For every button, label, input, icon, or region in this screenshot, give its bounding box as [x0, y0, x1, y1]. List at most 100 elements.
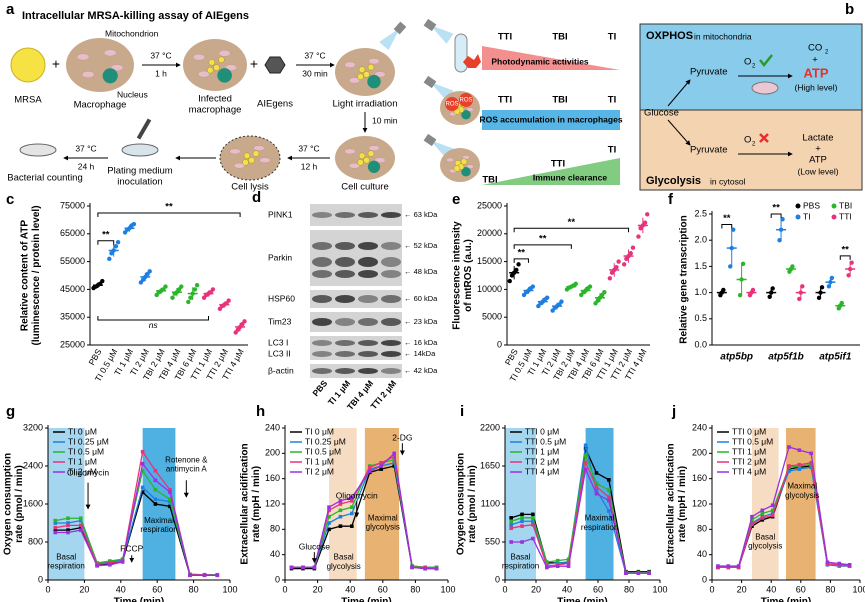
- y-tick-label: 3200: [23, 422, 43, 432]
- panel-label: c: [6, 191, 14, 208]
- y-tick-label: 2.5: [694, 208, 707, 218]
- data-point: [787, 445, 791, 449]
- label: 1 h: [155, 68, 167, 78]
- y-tick-label: 160: [265, 473, 280, 483]
- label: PBS: [310, 378, 329, 398]
- data-point: [621, 262, 627, 267]
- data-point: [607, 498, 611, 503]
- label: Macrophage: [74, 100, 127, 111]
- data-point: [367, 467, 372, 471]
- mitochondrion: [374, 157, 386, 164]
- arrow: [667, 79, 691, 107]
- data-point: [338, 502, 343, 506]
- annotation: Basal glycolysis: [327, 553, 361, 571]
- legend-label: TTI 2 μM: [732, 456, 766, 466]
- legend-swatch: [831, 214, 837, 220]
- y-tick-label: 240: [265, 422, 280, 432]
- series-line: [511, 467, 650, 574]
- label: Light irradiation: [333, 99, 398, 110]
- blot: [310, 364, 402, 378]
- legend-label: TTI 0.5 μM: [525, 436, 566, 446]
- y-tick-label: 1600: [23, 498, 43, 508]
- significance-bracket: [513, 227, 630, 233]
- text-line: rate (pmol / min): [466, 465, 477, 543]
- x-axis-label: Time (min): [557, 597, 607, 602]
- label: Lactate: [802, 133, 833, 144]
- data-point: [787, 467, 791, 471]
- significance-bracket: [97, 315, 209, 321]
- bacterium: [367, 150, 375, 157]
- data-point: [583, 443, 588, 448]
- data-point: [153, 497, 158, 502]
- bacterium: [213, 64, 220, 71]
- legend-label: TI 0 μM: [68, 426, 97, 436]
- legend-label: TI 0.25 μM: [305, 436, 346, 446]
- label: ns: [149, 320, 159, 330]
- y-tick-label: 80: [270, 524, 280, 534]
- data-point: [66, 530, 70, 535]
- data-point: [350, 524, 354, 528]
- annotation: Rotenone & antimycin A: [165, 456, 208, 474]
- x-tick-label: 60: [593, 584, 603, 594]
- label: 2: [825, 50, 829, 56]
- label: +: [812, 55, 818, 66]
- data-point: [379, 464, 383, 468]
- light-beam: [430, 25, 454, 44]
- mitochondrion: [348, 77, 361, 84]
- y-tick-label: 200: [692, 448, 707, 458]
- data-point: [770, 508, 775, 513]
- band: [335, 242, 355, 250]
- label: TTI: [498, 32, 512, 43]
- legend-label: TI 0.5 μM: [305, 446, 341, 456]
- data-point: [410, 565, 414, 570]
- y-tick-label: 0: [275, 574, 280, 584]
- label: 24 h: [78, 161, 95, 171]
- macrophage: [66, 38, 134, 92]
- data-point: [168, 490, 172, 494]
- data-point: [614, 264, 619, 270]
- legend-label: TI 0 μM: [305, 426, 334, 436]
- data-point: [66, 521, 70, 525]
- data-point: [131, 221, 137, 227]
- panel-label: e: [452, 191, 460, 208]
- test-tube: [454, 33, 468, 73]
- data-point: [108, 561, 112, 565]
- label: in mitochondria: [694, 31, 752, 41]
- y-tick-label: 120: [265, 498, 280, 508]
- label: TBI: [482, 175, 497, 186]
- bacterium: [248, 156, 255, 164]
- y-tick-label: 55000: [60, 256, 85, 266]
- band: [312, 270, 332, 278]
- annotation: Glucose: [299, 541, 330, 551]
- text-line: Basal: [334, 553, 354, 562]
- data-point: [507, 278, 512, 284]
- bacterium: [460, 158, 468, 165]
- label: Immune clearance: [533, 172, 607, 182]
- label: ← 60 kDa: [404, 294, 438, 303]
- data-point: [607, 488, 611, 492]
- panel-label: i: [460, 403, 464, 420]
- y-tick-label: 0.0: [694, 339, 707, 349]
- data-point: [367, 465, 372, 470]
- x-tick-label: atp5bp: [720, 352, 753, 363]
- y-tick-label: 20000: [477, 228, 502, 238]
- data-point: [140, 449, 145, 454]
- series-line: [55, 462, 218, 576]
- y-tick-label: 2400: [23, 460, 43, 470]
- label: ATP: [803, 65, 828, 80]
- y-tick-label: 45000: [60, 284, 85, 294]
- x-tick-label: 20: [79, 584, 89, 594]
- data-point: [153, 478, 158, 483]
- y-tick-label: 25000: [477, 200, 502, 210]
- legend-label: TI: [803, 211, 811, 221]
- x-tick-label: 0: [282, 584, 287, 594]
- data-point: [594, 471, 599, 475]
- series-line: [291, 465, 437, 570]
- data-point: [392, 451, 397, 456]
- x-tick-label: 0: [709, 584, 714, 594]
- label: TI: [608, 95, 616, 106]
- data-point: [153, 502, 158, 506]
- x-axis-label: Time (min): [761, 597, 811, 602]
- y-tick-label: 0.5: [694, 313, 707, 323]
- label: Pyruvate: [690, 145, 728, 156]
